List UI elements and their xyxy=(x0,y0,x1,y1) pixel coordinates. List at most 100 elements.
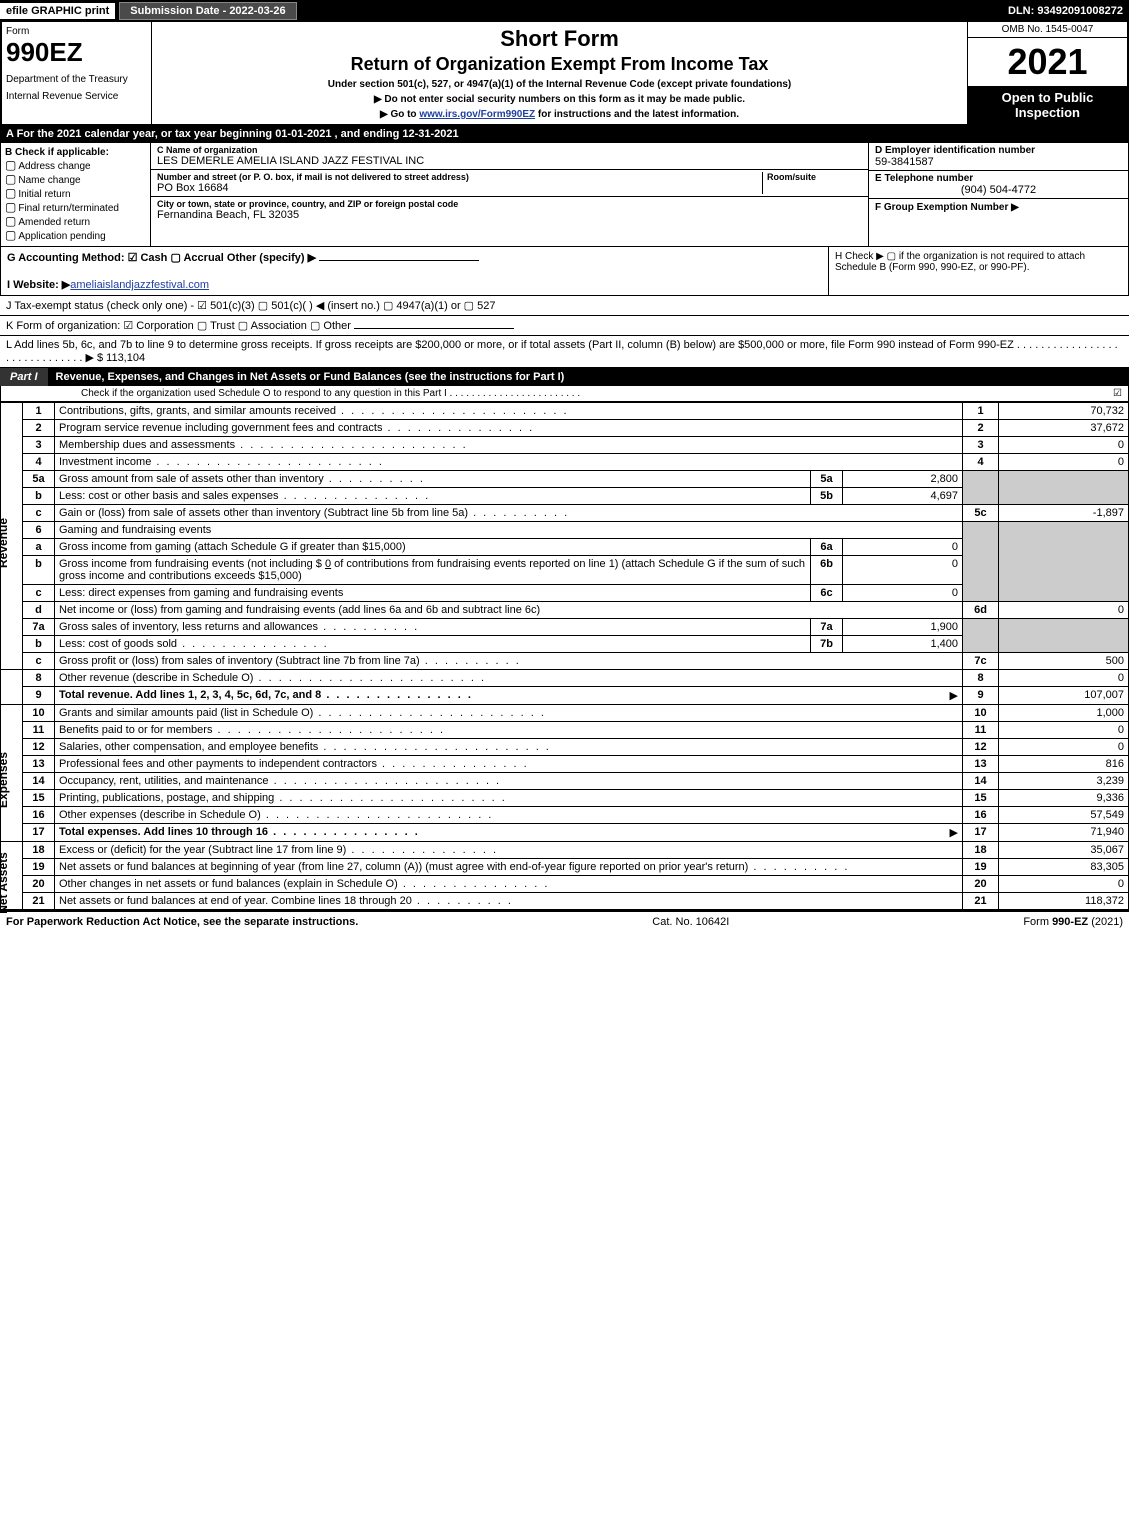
line-desc: Less: cost or other basis and sales expe… xyxy=(55,488,811,505)
line-box-num: 18 xyxy=(963,842,999,859)
checkbox-icon: ▢ xyxy=(5,172,16,186)
line-desc: Gain or (loss) from sale of assets other… xyxy=(55,505,963,522)
k-line: K Form of organization: ☑ Corporation ▢ … xyxy=(0,316,1129,336)
line-value: 0 xyxy=(999,722,1129,739)
irs-link[interactable]: www.irs.gov/Form990EZ xyxy=(419,109,535,120)
financial-table: Revenue 1 Contributions, gifts, grants, … xyxy=(0,402,1129,910)
line-num: 11 xyxy=(23,722,55,739)
line-num: 9 xyxy=(23,687,55,705)
top-bar: efile GRAPHIC print Submission Date - 20… xyxy=(0,0,1129,22)
submission-date: Submission Date - 2022-03-26 xyxy=(119,2,296,20)
line-desc: Program service revenue including govern… xyxy=(55,420,963,437)
line-desc: Membership dues and assessments xyxy=(55,437,963,454)
line-num: b xyxy=(23,636,55,653)
line-box-num: 1 xyxy=(963,403,999,420)
line-value: 500 xyxy=(999,653,1129,670)
line-value: 0 xyxy=(999,876,1129,893)
line-value: 0 xyxy=(999,454,1129,471)
netassets-label: Net Assets xyxy=(1,842,23,910)
b-opt-amended[interactable]: ▢Amended return xyxy=(5,214,146,228)
website-link[interactable]: ameliaislandjazzfestival.com xyxy=(70,279,209,291)
line-box-num: 16 xyxy=(963,807,999,824)
line-box-num: 10 xyxy=(963,705,999,722)
line-num: 17 xyxy=(23,824,55,842)
line-value: 1,000 xyxy=(999,705,1129,722)
page-footer: For Paperwork Reduction Act Notice, see … xyxy=(0,910,1129,932)
part1-check[interactable]: ☑ xyxy=(1113,388,1122,399)
line-desc: Professional fees and other payments to … xyxy=(55,756,963,773)
d-row: D Employer identification number 59-3841… xyxy=(869,143,1128,171)
shaded-cell xyxy=(963,522,999,602)
line-num: c xyxy=(23,653,55,670)
line-desc: Less: cost of goods sold xyxy=(55,636,811,653)
line-num: 5a xyxy=(23,471,55,488)
section-gh: G Accounting Method: ☑ Cash ▢ Accrual Ot… xyxy=(0,247,1129,296)
line-value: 0 xyxy=(999,739,1129,756)
line-num: 8 xyxy=(23,670,55,687)
tax-year: 2021 xyxy=(968,38,1127,86)
checkbox-icon: ▢ xyxy=(5,158,16,172)
telephone: (904) 504-4772 xyxy=(875,184,1122,196)
line-box-num: 11 xyxy=(963,722,999,739)
subline-value: 0 xyxy=(843,556,963,585)
dept-irs: Internal Revenue Service xyxy=(6,91,147,102)
col-def: D Employer identification number 59-3841… xyxy=(868,143,1128,246)
dln: DLN: 93492091008272 xyxy=(1008,5,1129,17)
line-desc: Salaries, other compensation, and employ… xyxy=(55,739,963,756)
c-street-label: Number and street (or P. O. box, if mail… xyxy=(157,172,762,182)
org-city: Fernandina Beach, FL 32035 xyxy=(157,209,862,221)
h-line: H Check ▶ ▢ if the organization is not r… xyxy=(828,247,1128,295)
line-desc: Occupancy, rent, utilities, and maintena… xyxy=(55,773,963,790)
shaded-cell xyxy=(999,619,1129,653)
line-box-num: 13 xyxy=(963,756,999,773)
line-num: 4 xyxy=(23,454,55,471)
line-desc: Grants and similar amounts paid (list in… xyxy=(55,705,963,722)
g-line: G Accounting Method: ☑ Cash ▢ Accrual Ot… xyxy=(1,247,828,295)
line-value: 3,239 xyxy=(999,773,1129,790)
line-desc: Total expenses. Add lines 10 through 16 … xyxy=(55,824,963,842)
e-header: E Telephone number xyxy=(875,173,1122,184)
line-value: 0 xyxy=(999,670,1129,687)
line-num: 20 xyxy=(23,876,55,893)
revenue-label: Revenue xyxy=(1,403,23,670)
part1-tab: Part I xyxy=(0,368,48,386)
line-box-num: 12 xyxy=(963,739,999,756)
b-opt-label: Initial return xyxy=(18,189,70,200)
subline-value: 2,800 xyxy=(843,471,963,488)
b-opt-final[interactable]: ▢Final return/terminated xyxy=(5,200,146,214)
subline-num: 6b xyxy=(811,556,843,585)
subline-value: 1,900 xyxy=(843,619,963,636)
l-line: L Add lines 5b, 6c, and 7b to line 9 to … xyxy=(0,336,1129,368)
org-name: LES DEMERLE AMELIA ISLAND JAZZ FESTIVAL … xyxy=(157,155,862,167)
shaded-cell xyxy=(999,471,1129,505)
line-box-num: 8 xyxy=(963,670,999,687)
title-return: Return of Organization Exempt From Incom… xyxy=(160,54,959,75)
checkbox-icon: ▢ xyxy=(5,200,16,214)
line-desc: Net assets or fund balances at end of ye… xyxy=(55,893,963,910)
subline-value: 4,697 xyxy=(843,488,963,505)
shaded-cell xyxy=(963,471,999,505)
line-num: 21 xyxy=(23,893,55,910)
line-num: b xyxy=(23,556,55,585)
b-opt-address[interactable]: ▢Address change xyxy=(5,158,146,172)
footer-right-pre: Form xyxy=(1023,916,1052,928)
line-desc: Printing, publications, postage, and shi… xyxy=(55,790,963,807)
form-label: Form xyxy=(6,26,147,37)
footer-right: Form 990-EZ (2021) xyxy=(1023,916,1123,928)
b-opt-name[interactable]: ▢Name change xyxy=(5,172,146,186)
line-value: 816 xyxy=(999,756,1129,773)
line-desc: Other expenses (describe in Schedule O) xyxy=(55,807,963,824)
checkbox-icon: ▢ xyxy=(5,214,16,228)
subtitle-goto: ▶ Go to www.irs.gov/Form990EZ for instru… xyxy=(160,109,959,120)
line-desc: Other changes in net assets or fund bala… xyxy=(55,876,963,893)
line-box-num: 4 xyxy=(963,454,999,471)
b-opt-initial[interactable]: ▢Initial return xyxy=(5,186,146,200)
b-opt-pending[interactable]: ▢Application pending xyxy=(5,228,146,242)
goto-post: for instructions and the latest informat… xyxy=(535,109,739,120)
header-right: OMB No. 1545-0047 2021 Open to Public In… xyxy=(967,22,1127,124)
line-desc: Gross amount from sale of assets other t… xyxy=(55,471,811,488)
part1-sub-text: Check if the organization used Schedule … xyxy=(81,388,580,399)
j-line: J Tax-exempt status (check only one) - ☑… xyxy=(0,296,1129,316)
line-num: 3 xyxy=(23,437,55,454)
line-value: 71,940 xyxy=(999,824,1129,842)
